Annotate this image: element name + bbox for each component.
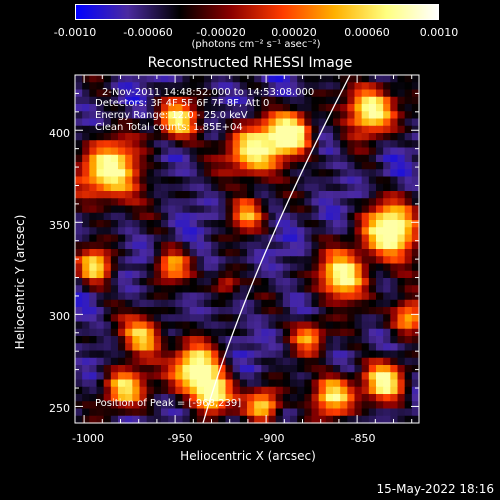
colorbar-tick-label: -0.00020 [196, 26, 246, 39]
colorbar-tick-label: 0.00020 [271, 26, 317, 39]
plot-title: Reconstructed RHESSI Image [147, 55, 353, 71]
colorbar-tick-label: -0.00060 [123, 26, 173, 39]
colorbar-units: (photons cm⁻² s⁻¹ asec⁻²) [191, 39, 321, 50]
peak-position-label: Position of Peak = [-968,239] [95, 398, 242, 409]
footer-timestamp: 15-May-2022 18:16 [376, 482, 494, 496]
colorbar-tick-label: 0.0010 [419, 26, 459, 39]
x-tick-label: -950 [167, 432, 193, 445]
y-tick-label: 250 [49, 402, 70, 415]
axis-ticks [75, 75, 419, 423]
x-axis-label: Heliocentric X (arcsec) [180, 449, 316, 463]
colorbar [75, 4, 439, 20]
energy-range-label: Energy Range: 12.0 - 25.0 keV [95, 110, 248, 121]
detectors-label: Detectors: 3F 4F 5F 6F 7F 8F, Att 0 [95, 98, 270, 109]
x-tick-label: -850 [350, 432, 376, 445]
colorbar-tick-label: 0.00060 [344, 26, 390, 39]
clean-counts-label: Clean Total counts: 1.85E+04 [95, 122, 243, 133]
time-range-label: 2-Nov-2011 14:48:52.000 to 14:53:08.000 [102, 87, 315, 98]
solar-limb-line [202, 74, 351, 424]
colorbar-tick-label: -0.0010 [53, 26, 97, 39]
x-tick-label: -900 [259, 432, 285, 445]
y-tick-label: 400 [49, 127, 70, 140]
y-tick-label: 300 [49, 310, 70, 323]
plot-frame [74, 74, 420, 424]
rhessi-image [75, 75, 420, 424]
y-axis-label: Heliocentric Y (arcsec) [13, 214, 27, 350]
x-tick-label: -1000 [72, 432, 104, 445]
y-tick-label: 350 [49, 219, 70, 232]
